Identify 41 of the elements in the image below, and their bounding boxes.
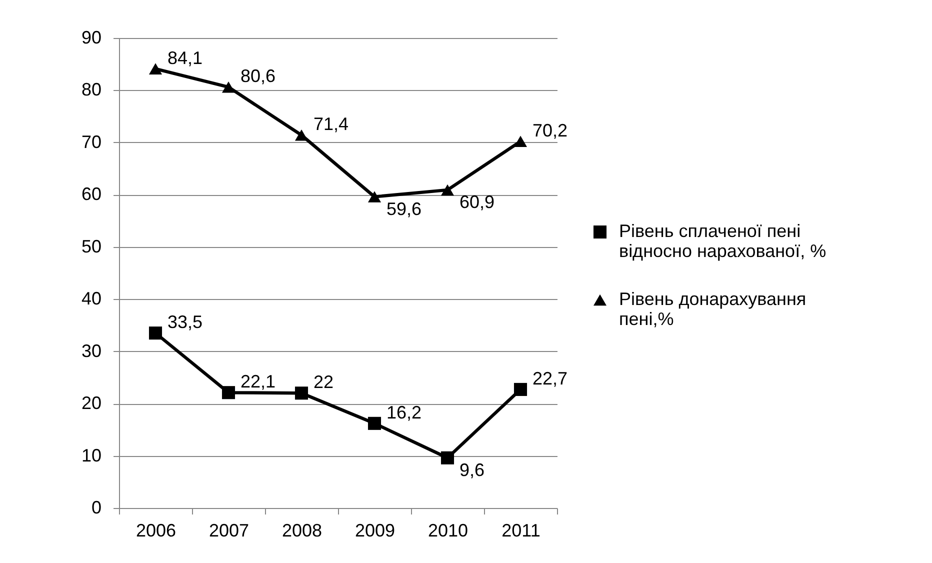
y-tick-label: 0: [91, 498, 102, 518]
x-tick-label: 2008: [282, 520, 322, 540]
data-label: 71,4: [314, 114, 349, 134]
point: [148, 326, 162, 340]
y-tick-label: 30: [81, 340, 102, 361]
y-tick-label: 60: [81, 184, 102, 204]
point: [222, 386, 236, 400]
point: [294, 386, 308, 400]
x-tick-label: 2007: [208, 520, 250, 540]
point: [148, 63, 162, 74]
x-tick-label: 2006: [136, 520, 176, 540]
point: [368, 191, 382, 202]
point: [440, 184, 454, 196]
data-label: 22,7: [532, 368, 568, 388]
y-tick-label: 90: [81, 28, 102, 48]
data-label: 16,2: [386, 402, 422, 422]
point: [368, 416, 382, 430]
y-tick-label: 20: [81, 393, 102, 414]
data-label: 9,6: [460, 460, 485, 480]
data-label: 70,2: [532, 120, 568, 140]
legend-label: Рівень донарахування пені,%: [619, 289, 806, 329]
x-tick-label: 2010: [428, 520, 468, 540]
x-tick-label: 2009: [354, 520, 396, 540]
x-tick-label: 2011: [502, 520, 540, 540]
y-tick-label: 50: [81, 236, 102, 256]
data-label: 59,6: [386, 198, 422, 219]
y-tick-label: 80: [81, 80, 102, 100]
point: [514, 382, 528, 396]
data-label: 22: [314, 372, 334, 392]
data-label: 33,5: [168, 312, 203, 332]
y-tick-label: 10: [81, 445, 102, 466]
legend-label: Рівень сплаченої пені відносно нарахованої, %: [619, 221, 826, 261]
data-label: 60,9: [460, 192, 495, 212]
data-label: 84,1: [168, 48, 203, 68]
y-tick-label: 70: [81, 132, 102, 152]
data-label: 22,1: [240, 372, 276, 392]
point: [222, 81, 236, 93]
point: [514, 136, 528, 148]
point: [440, 451, 454, 464]
y-tick-label: 40: [81, 288, 102, 309]
data-label: 80,6: [240, 66, 276, 86]
